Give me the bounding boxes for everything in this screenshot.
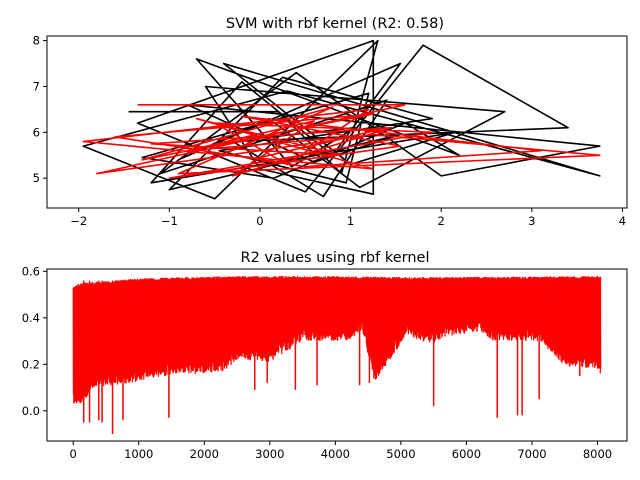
y-tick-label: 6: [33, 125, 40, 139]
x-tick-label: 3: [528, 214, 535, 228]
x-tick-label: 1000: [124, 447, 153, 461]
x-tick-label: 4: [619, 214, 626, 228]
plot-area: [82, 39, 601, 200]
y-tick-label: 5: [33, 171, 40, 185]
plot-area: [72, 275, 602, 435]
y-axis: 5 6 7 8: [33, 34, 47, 185]
y-axis: 0.0 0.2 0.4 0.6: [22, 264, 47, 418]
x-tick-label: 1: [347, 214, 354, 228]
y-tick-label: 0.0: [22, 404, 40, 418]
x-axis: −2 −1 0 1 2 3 4: [70, 208, 626, 228]
y-tick-label: 8: [33, 34, 40, 48]
x-tick-label: 2: [438, 214, 445, 228]
chart-title: R2 values using rbf kernel: [241, 250, 430, 266]
x-tick-label: 2000: [190, 447, 219, 461]
x-tick-label: −1: [161, 214, 178, 228]
x-tick-label: 7000: [517, 447, 546, 461]
axes-frame: [46, 35, 628, 209]
chart-svm-predictions: SVM with rbf kernel (R2: 0.58) −2 −1 0 1 2 3 4…: [33, 16, 628, 228]
x-tick-label: −2: [70, 214, 87, 228]
r2-series-line: [72, 275, 602, 404]
y-tick-label: 0.6: [22, 264, 40, 278]
x-tick-label: 0: [256, 214, 263, 228]
x-tick-label: 4000: [321, 447, 350, 461]
x-tick-label: 3000: [255, 447, 284, 461]
series-line-1: [82, 104, 601, 179]
axes-frame: [46, 268, 628, 442]
chart-r2-values: R2 values using rbf kernel 0 1000 2000 3000…: [22, 250, 628, 461]
series-line-0: [82, 39, 601, 200]
x-tick-label: 0: [70, 447, 77, 461]
x-axis: 0 1000 2000 3000 4000 5000 6000 7000 8000: [70, 441, 612, 461]
chart-title: SVM with rbf kernel (R2: 0.58): [226, 16, 444, 32]
y-tick-label: 7: [33, 79, 40, 93]
y-tick-label: 0.4: [22, 311, 40, 325]
x-tick-label: 8000: [583, 447, 612, 461]
y-tick-label: 0.2: [22, 357, 40, 371]
x-tick-label: 6000: [452, 447, 481, 461]
x-tick-label: 5000: [386, 447, 415, 461]
